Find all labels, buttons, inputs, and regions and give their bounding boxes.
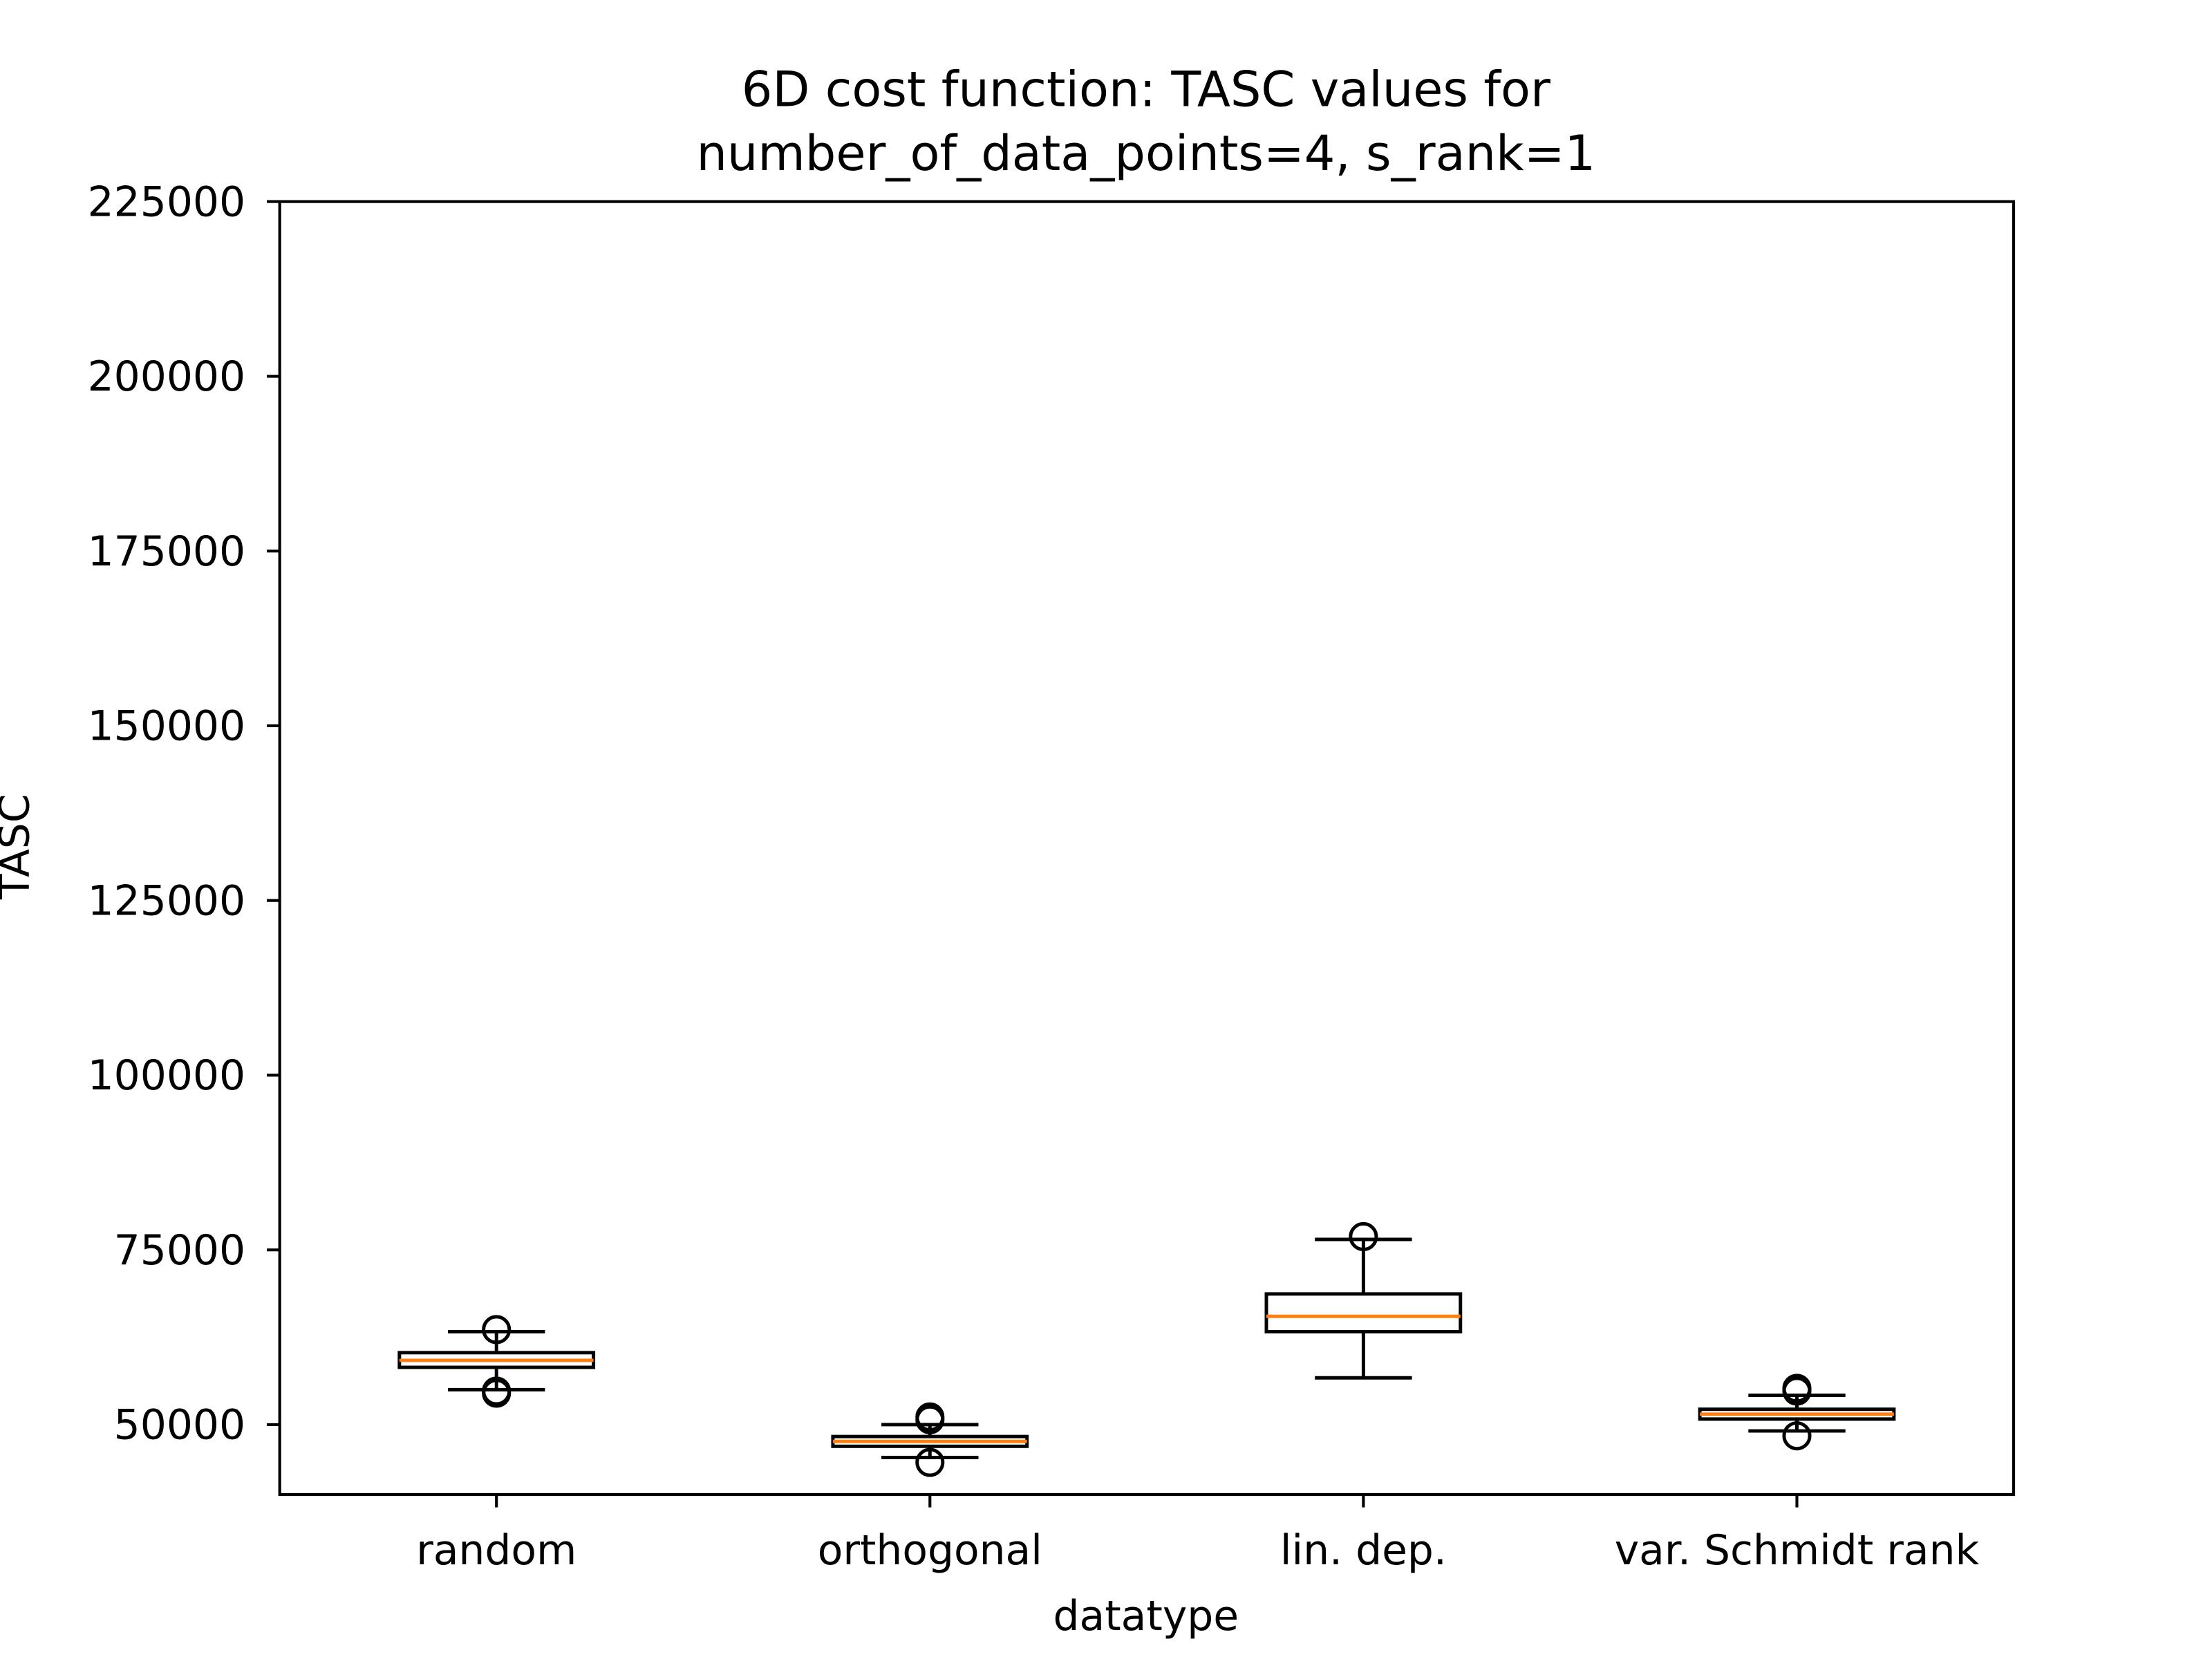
box-group xyxy=(1698,1374,1896,1451)
chart-title-line-2: number_of_data_points=4, s_rank=1 xyxy=(696,125,1595,182)
x-axis-label: datatype xyxy=(1053,1592,1239,1640)
y-tick-label: 225000 xyxy=(88,178,246,226)
outlier-point xyxy=(482,1376,512,1406)
box-group xyxy=(397,1315,596,1408)
plot-area-frame xyxy=(278,200,2016,1497)
x-tick-label: orthogonal xyxy=(818,1526,1042,1575)
outlier-point xyxy=(1782,1374,1812,1403)
y-tick-label: 75000 xyxy=(114,1226,245,1275)
y-tick-label: 175000 xyxy=(88,527,246,576)
y-tick-label: 125000 xyxy=(88,877,246,925)
box-group xyxy=(1264,1221,1463,1380)
y-tick-label: 200000 xyxy=(88,353,246,401)
outlier-point xyxy=(1349,1221,1378,1252)
x-tick-label: lin. dep. xyxy=(1280,1526,1447,1575)
y-tick-label: 150000 xyxy=(88,702,246,751)
outlier-point xyxy=(915,1447,945,1477)
chart-title-line-1: 6D cost function: TASC values for xyxy=(742,61,1550,118)
outlier-point xyxy=(1782,1421,1812,1451)
y-tick-label: 100000 xyxy=(88,1051,246,1100)
box-group xyxy=(831,1402,1029,1477)
outlier-point xyxy=(915,1402,945,1432)
box-iqr xyxy=(1264,1292,1463,1333)
x-tick-label: var. Schmidt rank xyxy=(1615,1526,1980,1575)
outlier-point xyxy=(482,1315,512,1344)
y-tick-label: 50000 xyxy=(114,1401,245,1450)
y-axis-label: TASC xyxy=(0,794,39,900)
x-tick-label: random xyxy=(416,1526,577,1575)
